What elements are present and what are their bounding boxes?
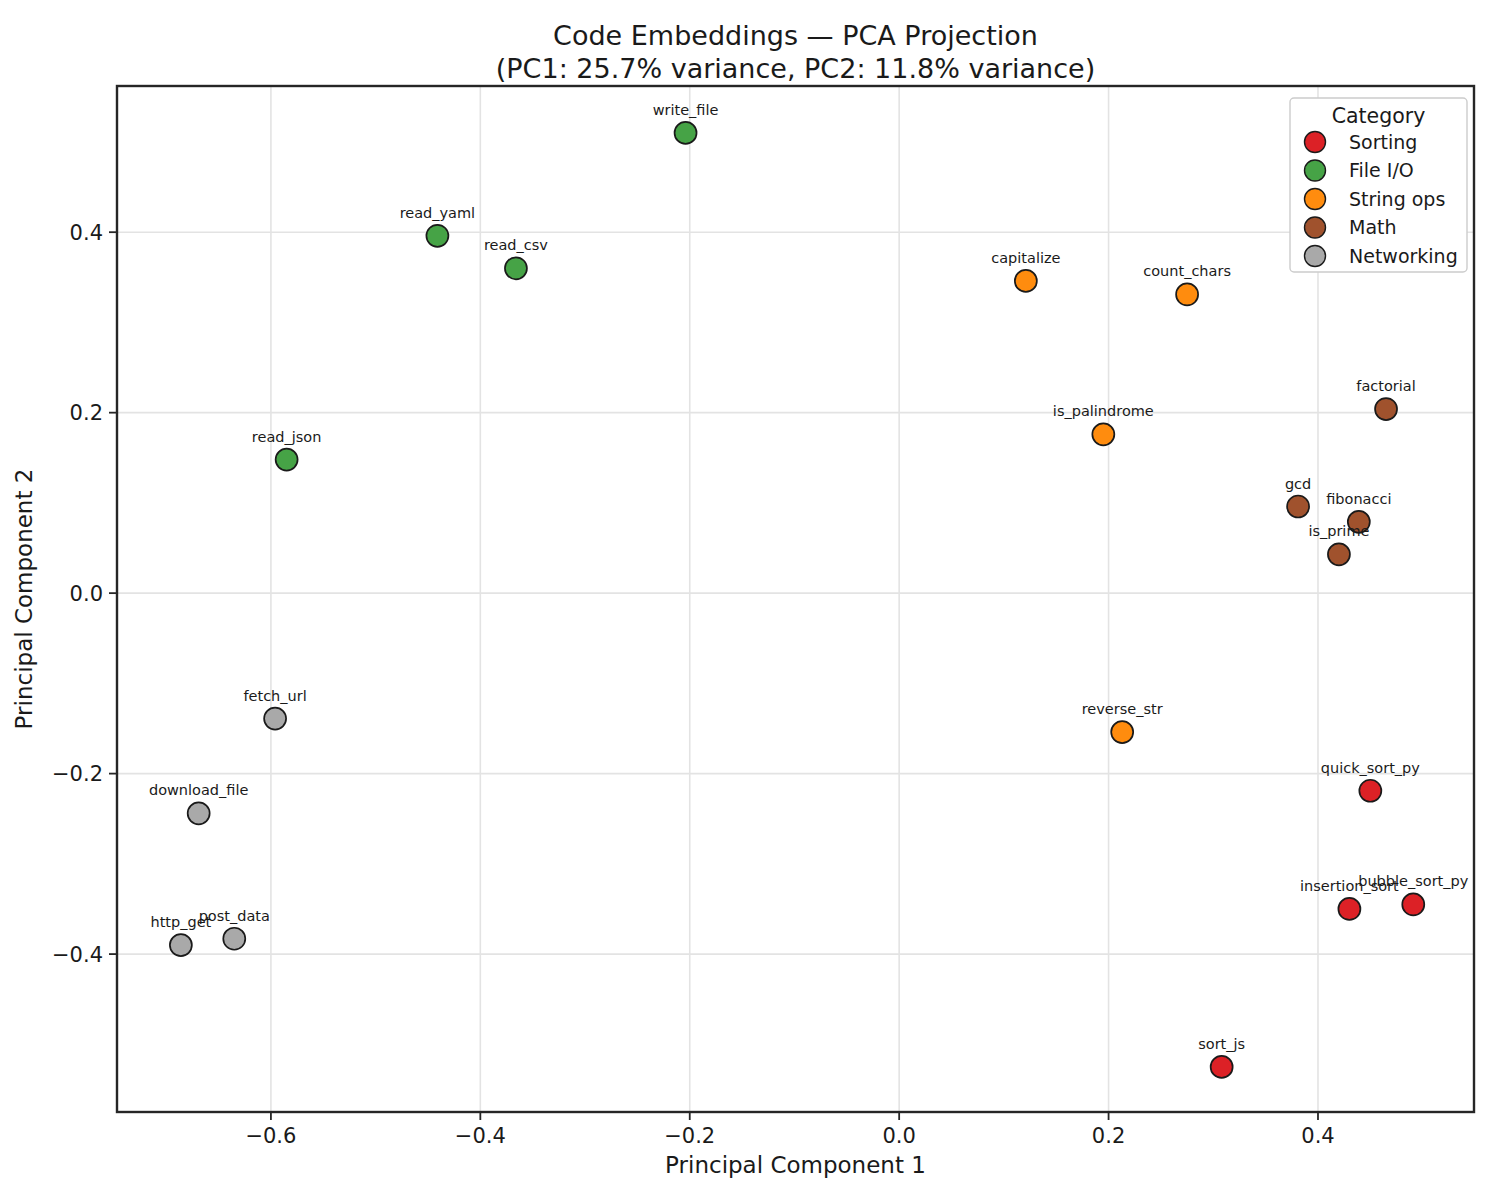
- data-point: [264, 708, 286, 730]
- legend-label: Networking: [1349, 245, 1458, 267]
- y-tick-label: 0.2: [70, 401, 103, 425]
- data-point-label: reverse_str: [1082, 701, 1163, 717]
- data-point-label: gcd: [1285, 476, 1311, 492]
- data-point: [1338, 898, 1360, 920]
- data-point: [1328, 543, 1350, 565]
- data-point: [1211, 1056, 1233, 1078]
- data-point: [188, 802, 210, 824]
- data-point: [223, 928, 245, 950]
- legend-title: Category: [1332, 104, 1426, 128]
- data-point-label: is_palindrome: [1053, 403, 1154, 419]
- data-point-label: fibonacci: [1326, 491, 1391, 507]
- legend-label: Sorting: [1349, 131, 1417, 153]
- y-axis-label: Principal Component 2: [11, 469, 37, 730]
- legend-label: String ops: [1349, 188, 1445, 210]
- data-point-label: capitalize: [991, 250, 1060, 266]
- data-point: [170, 934, 192, 956]
- data-point: [1402, 893, 1424, 915]
- chart-subtitle: (PC1: 25.7% variance, PC2: 11.8% varianc…: [496, 53, 1095, 84]
- x-axis-label: Principal Component 1: [665, 1152, 926, 1178]
- figure-background: [0, 0, 1500, 1200]
- data-point-label: write_file: [653, 102, 719, 118]
- data-point-label: read_json: [252, 429, 322, 445]
- legend-swatch: [1305, 189, 1326, 210]
- data-point-label: fetch_url: [243, 688, 306, 704]
- data-point: [1375, 398, 1397, 420]
- legend-swatch: [1305, 132, 1326, 153]
- data-point-label: download_file: [149, 782, 249, 798]
- data-point-label: read_csv: [484, 237, 548, 253]
- y-tick-label: −0.2: [52, 762, 103, 786]
- y-tick-label: 0.0: [70, 582, 103, 606]
- data-point-label: bubble_sort_py: [1358, 873, 1469, 889]
- data-point: [505, 257, 527, 279]
- data-point: [276, 449, 298, 471]
- data-point-label: is_prime: [1308, 523, 1369, 539]
- x-tick-label: 0.0: [882, 1124, 915, 1148]
- data-point: [1015, 270, 1037, 292]
- legend-label: File I/O: [1349, 159, 1414, 181]
- data-point-label: quick_sort_py: [1321, 760, 1421, 776]
- data-point-label: post_data: [199, 908, 270, 924]
- data-point: [1359, 780, 1381, 802]
- y-tick-label: −0.4: [52, 943, 103, 967]
- legend-label: Math: [1349, 216, 1397, 238]
- data-point: [1287, 496, 1309, 518]
- data-point: [1176, 283, 1198, 305]
- data-point-label: read_yaml: [400, 205, 476, 221]
- x-tick-label: −0.6: [245, 1124, 296, 1148]
- x-tick-label: −0.4: [455, 1124, 506, 1148]
- data-point: [675, 122, 697, 144]
- x-tick-label: −0.2: [664, 1124, 715, 1148]
- data-point-label: factorial: [1356, 378, 1415, 394]
- y-tick-label: 0.4: [70, 221, 103, 245]
- pca-scatter-figure: −0.6 −0.4 −0.2 0.0 0.2 0.4 −0.4 −0.2 0.0 0.2 0.4 Pr…: [0, 0, 1500, 1200]
- chart-title: Code Embeddings — PCA Projection: [553, 20, 1038, 51]
- legend-swatch: [1305, 160, 1326, 181]
- data-point: [1111, 721, 1133, 743]
- data-point: [426, 225, 448, 247]
- legend-swatch: [1305, 246, 1326, 267]
- pca-scatter-chart: −0.6 −0.4 −0.2 0.0 0.2 0.4 −0.4 −0.2 0.0 0.2 0.4 Pr…: [0, 0, 1500, 1200]
- x-tick-label: 0.4: [1301, 1124, 1334, 1148]
- legend-swatch: [1305, 217, 1326, 238]
- data-point-label: sort_js: [1198, 1036, 1245, 1052]
- x-tick-label: 0.2: [1092, 1124, 1125, 1148]
- data-point-label: count_chars: [1143, 263, 1231, 279]
- data-point: [1092, 423, 1114, 445]
